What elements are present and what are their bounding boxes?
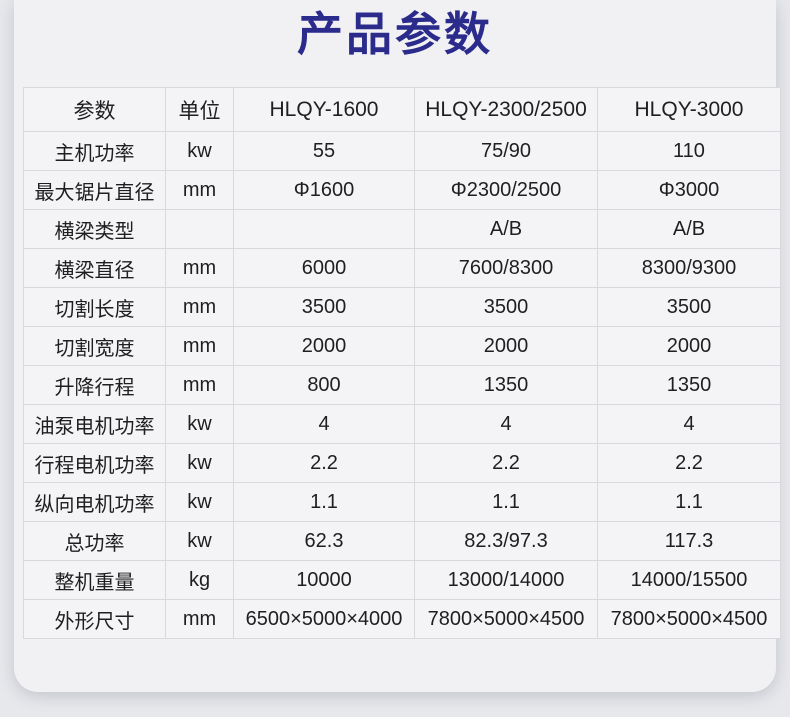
table-row: 主机功率 kw 55 75/90 110: [23, 131, 781, 171]
value-cell: 6500×5000×4000: [233, 599, 415, 639]
unit-cell: kw: [165, 521, 234, 561]
table-row: 外形尺寸 mm 6500×5000×4000 7800×5000×4500 7800×5…: [23, 599, 781, 639]
param-cell: 总功率: [23, 521, 166, 561]
value-cell: 82.3/97.3: [414, 521, 598, 561]
value-cell: 1350: [414, 365, 598, 405]
table-row: 切割宽度 mm 2000 2000 2000: [23, 326, 781, 366]
column-header-parameter: 参数: [23, 87, 166, 132]
page-title: 产品参数: [297, 8, 493, 60]
value-cell: 10000: [233, 560, 415, 600]
table-row: 升降行程 mm 800 1350 1350: [23, 365, 781, 405]
table-row: 油泵电机功率 kw 4 4 4: [23, 404, 781, 444]
value-cell: 2000: [414, 326, 598, 366]
value-cell: 7600/8300: [414, 248, 598, 288]
param-cell: 纵向电机功率: [23, 482, 166, 522]
unit-cell: mm: [165, 248, 234, 288]
param-cell: 横梁直径: [23, 248, 166, 288]
content-card: 产品参数 参数 单位 HLQY-1600 HLQY-2300/2500 HLQY…: [14, 0, 781, 692]
value-cell: 3500: [597, 287, 781, 327]
value-cell: 2000: [233, 326, 415, 366]
value-cell: A/B: [414, 209, 598, 249]
value-cell: 117.3: [597, 521, 781, 561]
unit-cell: mm: [165, 287, 234, 327]
value-cell: 1.1: [414, 482, 598, 522]
unit-cell: mm: [165, 599, 234, 639]
value-cell: 62.3: [233, 521, 415, 561]
value-cell: 3500: [233, 287, 415, 327]
table-row: 横梁类型 A/B A/B: [23, 209, 781, 249]
value-cell: 2.2: [414, 443, 598, 483]
value-cell: A/B: [597, 209, 781, 249]
table-row: 最大锯片直径 mm Φ1600 Φ2300/2500 Φ3000: [23, 170, 781, 210]
unit-cell: mm: [165, 365, 234, 405]
param-cell: 行程电机功率: [23, 443, 166, 483]
value-cell: 2000: [597, 326, 781, 366]
value-cell: 14000/15500: [597, 560, 781, 600]
unit-cell: kw: [165, 404, 234, 444]
value-cell: 1.1: [233, 482, 415, 522]
table-row: 总功率 kw 62.3 82.3/97.3 117.3: [23, 521, 781, 561]
value-cell: 7800×5000×4500: [414, 599, 598, 639]
value-cell: 1350: [597, 365, 781, 405]
table-row: 切割长度 mm 3500 3500 3500: [23, 287, 781, 327]
value-cell: 110: [597, 131, 781, 171]
unit-cell: kw: [165, 482, 234, 522]
column-header-unit: 单位: [165, 87, 234, 132]
value-cell: 800: [233, 365, 415, 405]
value-cell: 4: [597, 404, 781, 444]
param-cell: 油泵电机功率: [23, 404, 166, 444]
param-cell: 整机重量: [23, 560, 166, 600]
param-cell: 切割长度: [23, 287, 166, 327]
value-cell: 6000: [233, 248, 415, 288]
value-cell: 4: [414, 404, 598, 444]
value-cell: [233, 209, 415, 249]
table-container: 参数 单位 HLQY-1600 HLQY-2300/2500 HLQY-3000…: [23, 87, 781, 639]
column-header-model-2300-2500: HLQY-2300/2500: [414, 87, 598, 132]
column-header-model-3000: HLQY-3000: [597, 87, 781, 132]
value-cell: Φ2300/2500: [414, 170, 598, 210]
value-cell: 13000/14000: [414, 560, 598, 600]
unit-cell: kw: [165, 131, 234, 171]
value-cell: Φ1600: [233, 170, 415, 210]
table-row: 行程电机功率 kw 2.2 2.2 2.2: [23, 443, 781, 483]
param-cell: 切割宽度: [23, 326, 166, 366]
table-body: 主机功率 kw 55 75/90 110 最大锯片直径 mm Φ1600 Φ2300/2500 Φ…: [23, 131, 781, 639]
table-row: 整机重量 kg 10000 13000/14000 14000/15500: [23, 560, 781, 600]
param-cell: 升降行程: [23, 365, 166, 405]
table-row: 纵向电机功率 kw 1.1 1.1 1.1: [23, 482, 781, 522]
value-cell: 1.1: [597, 482, 781, 522]
value-cell: 75/90: [414, 131, 598, 171]
table-header-row: 参数 单位 HLQY-1600 HLQY-2300/2500 HLQY-3000: [23, 87, 781, 132]
value-cell: 7800×5000×4500: [597, 599, 781, 639]
param-cell: 主机功率: [23, 131, 166, 171]
value-cell: 3500: [414, 287, 598, 327]
value-cell: 4: [233, 404, 415, 444]
value-cell: Φ3000: [597, 170, 781, 210]
value-cell: 2.2: [233, 443, 415, 483]
unit-cell: [165, 209, 234, 249]
unit-cell: kw: [165, 443, 234, 483]
unit-cell: mm: [165, 326, 234, 366]
value-cell: 2.2: [597, 443, 781, 483]
product-parameters-table: 参数 单位 HLQY-1600 HLQY-2300/2500 HLQY-3000…: [23, 87, 781, 639]
value-cell: 8300/9300: [597, 248, 781, 288]
column-header-model-1600: HLQY-1600: [233, 87, 415, 132]
unit-cell: kg: [165, 560, 234, 600]
table-row: 横梁直径 mm 6000 7600/8300 8300/9300: [23, 248, 781, 288]
param-cell: 最大锯片直径: [23, 170, 166, 210]
param-cell: 横梁类型: [23, 209, 166, 249]
value-cell: 55: [233, 131, 415, 171]
param-cell: 外形尺寸: [23, 599, 166, 639]
unit-cell: mm: [165, 170, 234, 210]
